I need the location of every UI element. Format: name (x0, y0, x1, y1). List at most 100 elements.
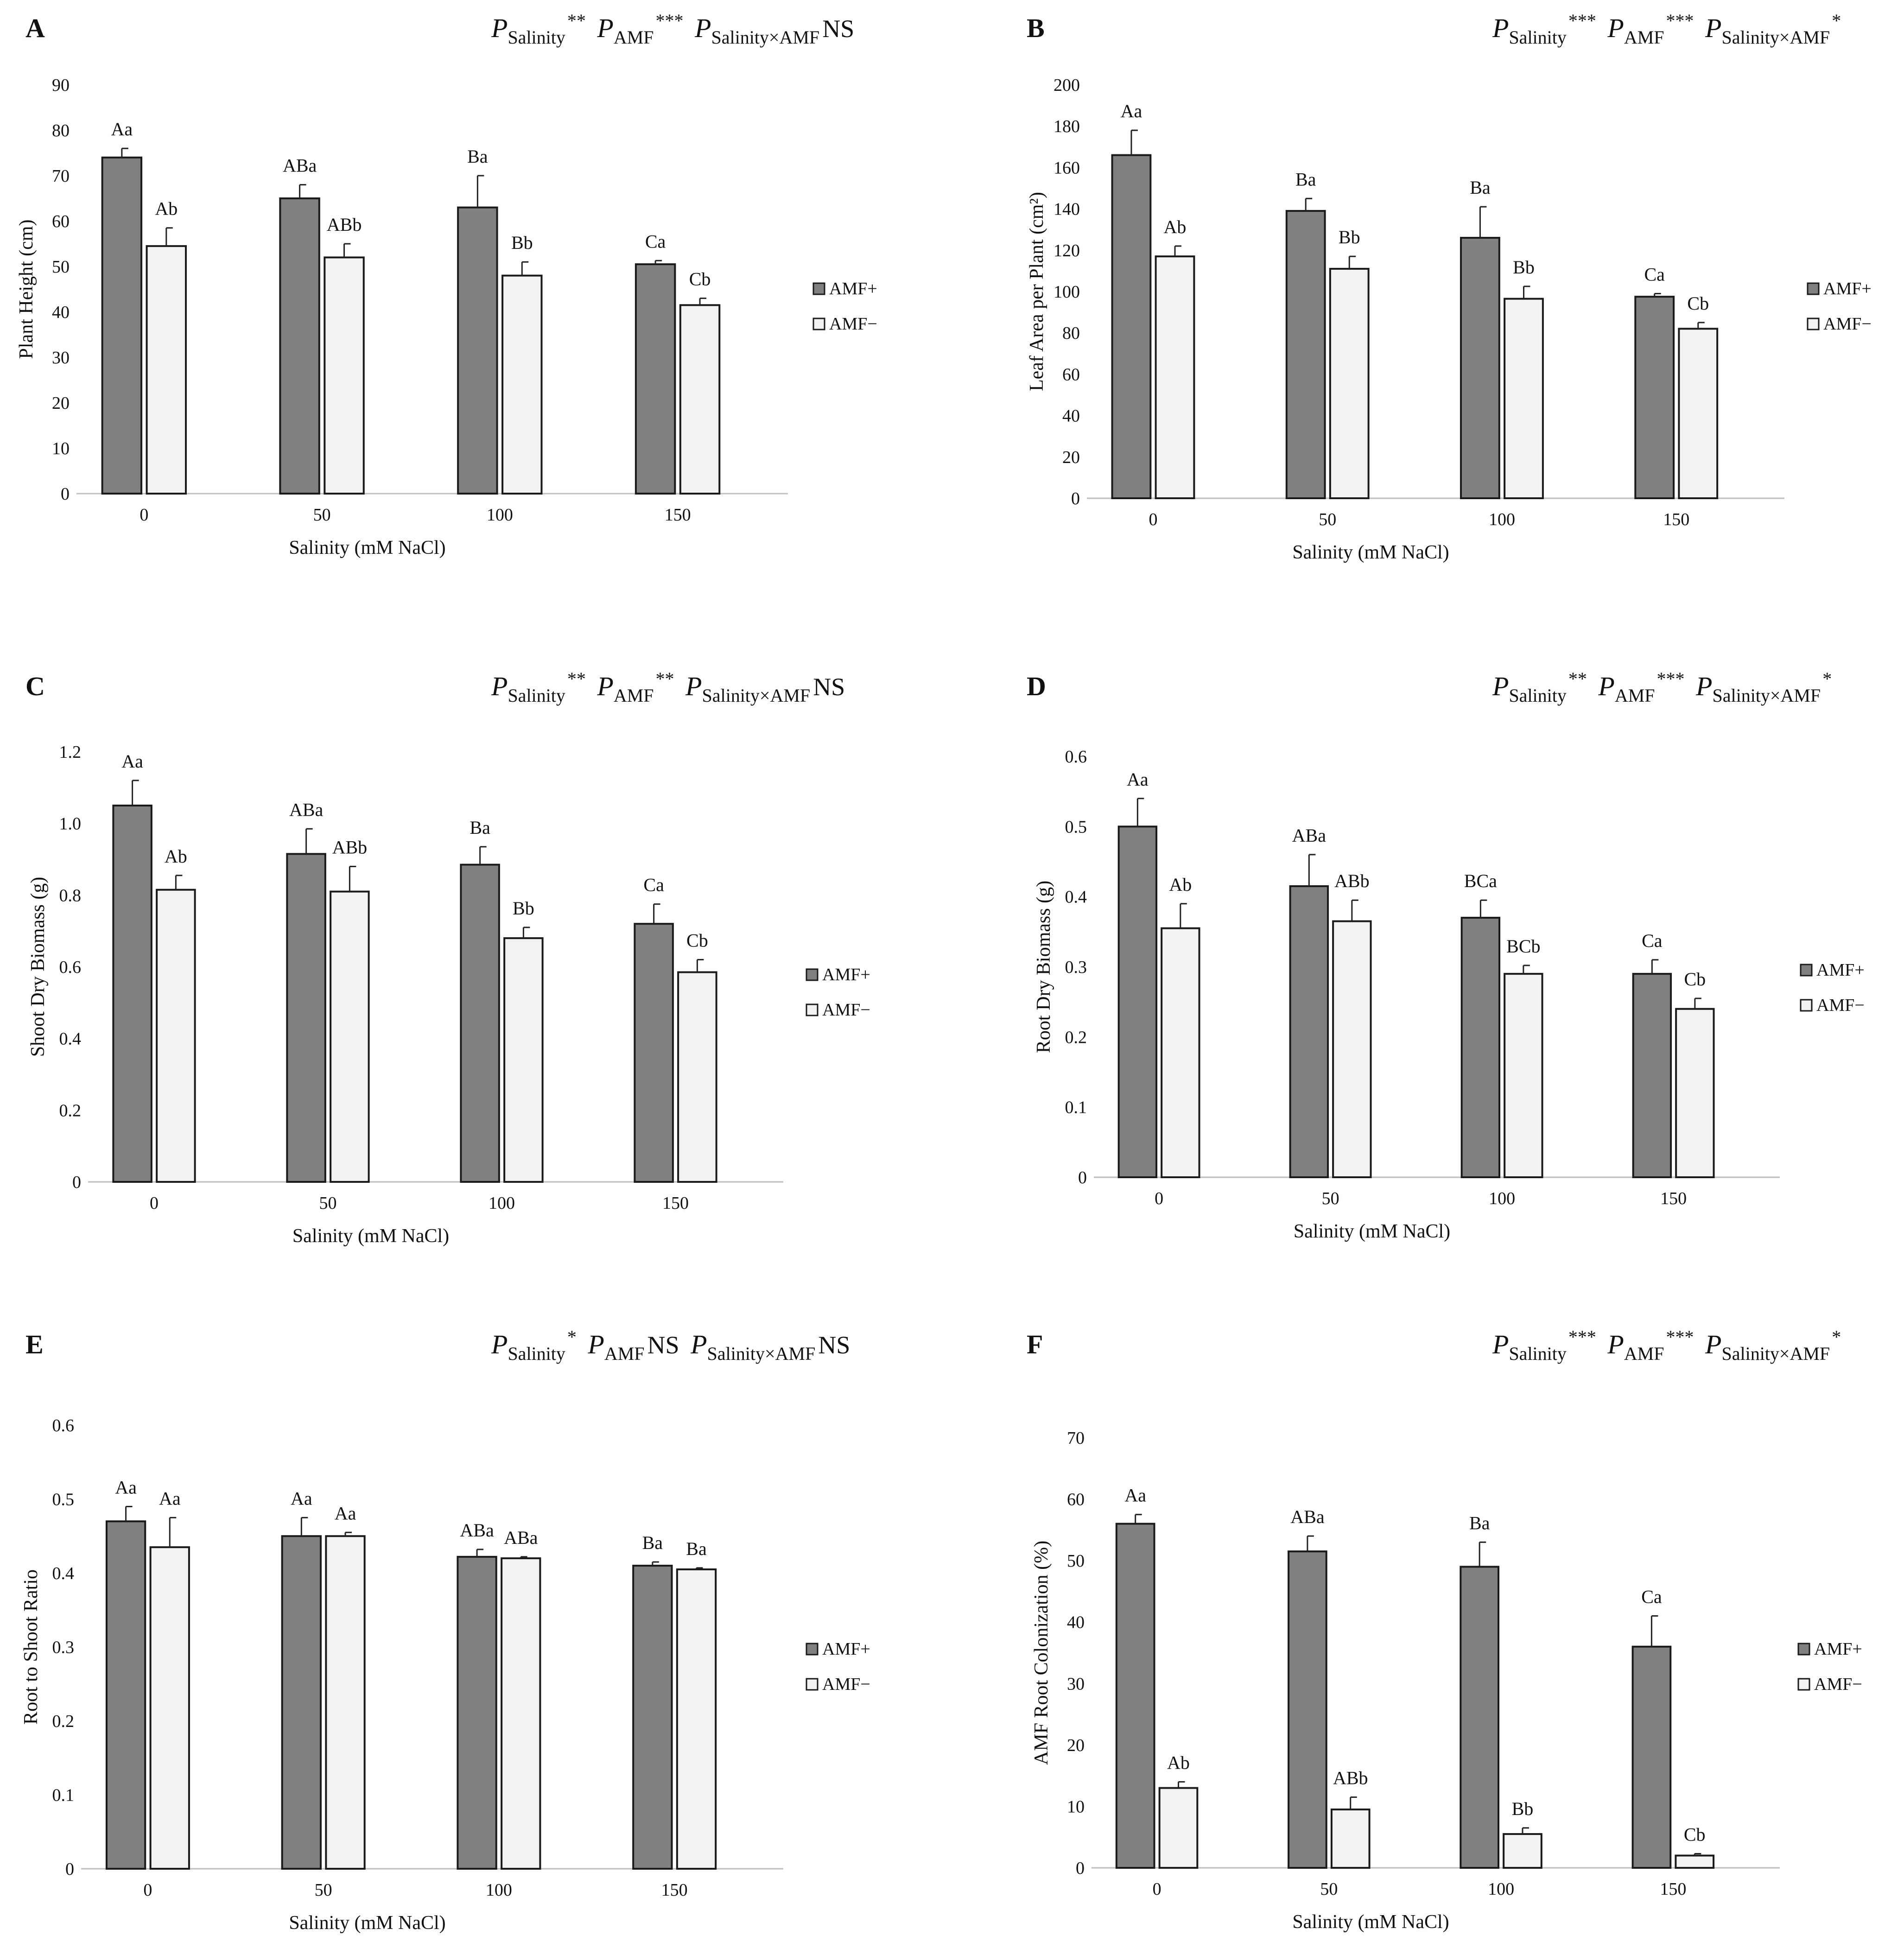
bar-significance-label: Aa (159, 1488, 181, 1509)
bar-amf-minus (677, 971, 717, 1183)
y-tick-label: 0 (65, 1859, 74, 1879)
bar-amf-minus (156, 888, 196, 1183)
bar-significance-label: Bb (1512, 1798, 1534, 1819)
y-tick-label: 1.2 (59, 743, 82, 762)
significance-salinity: Salinity (508, 27, 565, 48)
y-tick-label: 80 (52, 121, 70, 140)
bar-amf-minus (1161, 927, 1200, 1178)
bar-significance-label: ABb (327, 214, 362, 235)
bar-amf-plus (281, 1535, 322, 1870)
bar-amf-minus (1503, 1833, 1542, 1869)
significance-line: PSalinity* PAMF NS PSalinity×AMF NS (491, 1326, 850, 1364)
x-axis-title: Salinity (mM NaCl) (1292, 1911, 1449, 1933)
bar-significance-label: Ba (470, 817, 490, 838)
y-tick-label: 10 (52, 439, 70, 458)
significance-P: P (1492, 1329, 1509, 1359)
legend-label-amf-plus: AMF+ (1814, 1639, 1862, 1659)
x-tick-label: 50 (319, 1193, 337, 1213)
bar-amf-minus (1158, 1787, 1199, 1869)
significance-salinity: Salinity (1509, 685, 1566, 706)
significance-P2: P (1607, 1329, 1624, 1359)
x-tick-label: 100 (486, 1880, 512, 1900)
y-tick-label: 20 (1062, 448, 1080, 467)
chart-svg: C PSalinity** PAMF** PSalinity×AMF NS 00.2… (25, 668, 870, 1247)
bar-significance-label: Ba (467, 146, 488, 167)
significance-s3: NS (818, 1331, 850, 1359)
significance-s3: NS (822, 15, 854, 43)
panel-e: E PSalinity* PAMF NS PSalinity×AMF NS 0 0.1 0… (0, 1316, 941, 1937)
y-tick-label: 0.2 (1065, 1028, 1087, 1047)
significance-line: PSalinity*** PAMF*** PSalinity×AMF* (1492, 1326, 1841, 1364)
y-tick-label: 0.1 (52, 1786, 75, 1805)
significance-s3: * (1822, 668, 1832, 689)
x-tick-label: 100 (1489, 1189, 1515, 1208)
x-tick-label: 150 (662, 1193, 689, 1213)
significance-s2: *** (1657, 668, 1685, 689)
x-axis-title: Salinity (mM NaCl) (289, 1912, 445, 1934)
significance-s3: * (1832, 10, 1841, 31)
significance-s2: *** (1666, 10, 1694, 31)
bar-significance-label: BCa (1464, 870, 1497, 891)
legend-label-amf-minus: AMF− (1816, 996, 1865, 1015)
y-tick-label: 60 (52, 212, 70, 231)
x-tick-label: 0 (143, 1880, 152, 1900)
significance-int: Salinity×AMF (707, 1343, 816, 1364)
bar-significance-label: Cb (686, 930, 708, 951)
significance-amf: AMF (614, 27, 654, 48)
significance-line: PSalinity*** PAMF*** PSalinity×AMF* (1492, 10, 1841, 48)
bar-amf-plus (286, 853, 326, 1183)
significance-amf: AMF (1624, 27, 1664, 48)
x-tick-label: 100 (1489, 510, 1515, 529)
bar-amf-plus (1285, 210, 1326, 499)
bar-amf-minus (1329, 267, 1370, 499)
bar-amf-plus (634, 923, 674, 1183)
bar-significance-label: ABa (1292, 825, 1326, 846)
bar-amf-minus (324, 256, 365, 495)
panel-letter: F (1027, 1329, 1043, 1359)
panel-letter: E (25, 1329, 44, 1359)
bar-amf-plus (1631, 1645, 1672, 1869)
panel-d: D PSalinity** PAMF*** PSalinity×AMF* 0 0.1… (1001, 658, 1904, 1279)
panel-letter: C (25, 671, 45, 701)
bar-amf-plus (105, 1520, 146, 1870)
bar-significance-label: Ba (642, 1532, 663, 1553)
y-tick-label: 0.6 (52, 1416, 75, 1435)
y-tick-label: 0.8 (59, 886, 82, 905)
bar-significance-label: Cb (1687, 293, 1709, 314)
y-tick-label: 160 (1054, 158, 1080, 178)
significance-int: Salinity×AMF (1712, 685, 1821, 706)
significance-int: Salinity×AMF (1721, 1343, 1830, 1364)
significance-line: PSalinity** PAMF*** PSalinity×AMF* (1492, 668, 1832, 706)
y-tick-label: 90 (52, 76, 70, 95)
significance-int: Salinity×AMF (702, 685, 810, 706)
y-tick-label: 0 (1078, 1168, 1087, 1187)
bar-amf-plus (632, 1565, 673, 1870)
significance-amf: AMF (1624, 1343, 1664, 1364)
x-tick-label: 50 (1319, 510, 1336, 529)
bar-significance-label: ABb (1334, 870, 1370, 891)
y-tick-label: 100 (1054, 282, 1080, 302)
bar-amf-plus (1289, 885, 1329, 1178)
legend-label-amf-minus: AMF− (822, 1000, 870, 1020)
bar-significance-label: Aa (121, 751, 143, 772)
bar-significance-label: Ca (1642, 930, 1663, 951)
bar-significance-label: Ba (1295, 169, 1316, 190)
bar-significance-label: Bb (513, 898, 534, 919)
bar-amf-minus (1332, 920, 1372, 1178)
x-tick-label: 50 (315, 1880, 332, 1900)
significance-line: PSalinity** PAMF** PSalinity×AMF NS (491, 668, 845, 706)
x-tick-label: 50 (1322, 1189, 1339, 1208)
significance-P: P (1492, 13, 1509, 43)
bar-amf-minus (1675, 1854, 1715, 1869)
bar-amf-plus (279, 197, 320, 495)
y-tick-label: 180 (1054, 117, 1080, 136)
x-tick-label: 150 (1660, 1879, 1686, 1899)
x-tick-label: 150 (665, 505, 691, 525)
y-tick-label: 0 (1076, 1859, 1085, 1878)
legend-swatch-amf-minus (812, 317, 825, 330)
x-tick-label: 0 (1149, 510, 1157, 529)
y-tick-label: 0.6 (1065, 747, 1087, 767)
bar-significance-label: Bb (511, 232, 533, 253)
panel-letter: B (1027, 13, 1045, 43)
y-tick-label: 120 (1054, 241, 1080, 260)
